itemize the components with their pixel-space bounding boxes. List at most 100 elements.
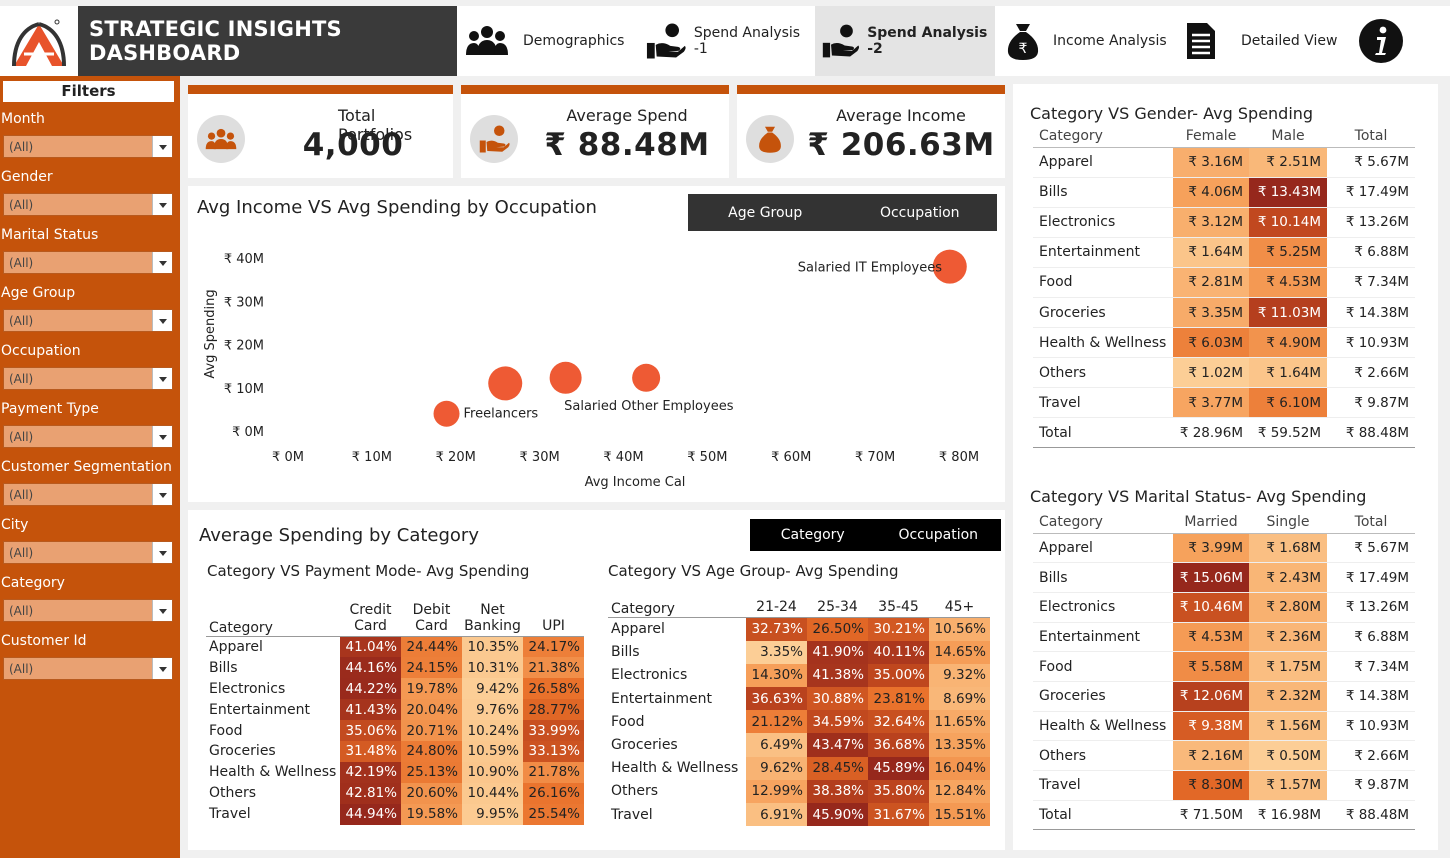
heat-cell: 10.56%: [929, 617, 990, 641]
table-row: Others 42.81% 20.60% 10.44% 26.16%: [206, 782, 584, 804]
heat-cell: 20.60%: [401, 782, 462, 804]
heat-cell: 31.48%: [340, 740, 401, 762]
filter-select[interactable]: (All): [3, 135, 173, 158]
y-tick-label: ₹ 10M: [224, 382, 264, 397]
column-header: Total: [1354, 128, 1388, 145]
column-header-line: Card: [415, 618, 448, 634]
filter-select[interactable]: (All): [3, 251, 173, 274]
heat-cell: 15.51%: [929, 803, 990, 827]
row-category: Total: [1039, 807, 1072, 824]
row-category: Entertainment: [1039, 244, 1141, 261]
scatter-chart: ₹ 0M ₹ 10M ₹ 20M ₹ 30M ₹ 40M ₹ 50M ₹ 60M ₹ 70M ₹…: [203, 249, 979, 490]
tab-income-analysis[interactable]: ₹ Income Analysis: [995, 6, 1175, 76]
heat-cell: 41.04%: [340, 636, 401, 658]
total-cell: ₹ 10.93M: [1345, 334, 1409, 351]
filter-select[interactable]: (All): [3, 425, 173, 448]
filter-select[interactable]: (All): [3, 483, 173, 506]
column-header-line: Card: [354, 618, 387, 634]
table-row: Health & Wellness 42.19% 25.13% 10.90% 21.78…: [206, 761, 584, 783]
chevron-down-icon[interactable]: [152, 542, 172, 563]
row-category: Others: [209, 785, 257, 802]
column-header: Credit Card: [340, 602, 401, 637]
tab-detailed-view[interactable]: Detailed View: [1175, 6, 1350, 76]
filter-select[interactable]: (All): [3, 541, 173, 564]
chevron-down-icon[interactable]: [152, 658, 172, 679]
scatter-point: [932, 249, 967, 284]
chevron-down-icon[interactable]: [152, 310, 172, 331]
table-row: Entertainment 36.63% 30.88% 23.81% 8.69%: [608, 687, 990, 711]
kpi-label: Average Income: [836, 106, 966, 125]
total-cell: ₹ 14.38M: [1345, 304, 1409, 321]
brand-logo: [0, 6, 78, 76]
filters-title: Filters: [3, 81, 174, 102]
filter-value: (All): [9, 546, 34, 560]
filter-value: (All): [9, 662, 34, 676]
row-category: Travel: [1039, 394, 1081, 411]
heat-cell: 33.99%: [523, 720, 584, 741]
point-label: Salaried Other Employees: [564, 399, 734, 414]
hand-coin-icon: [470, 115, 518, 163]
heat-cell: 38.38%: [807, 779, 868, 803]
total-cell: ₹ 17.49M: [1345, 569, 1409, 586]
chevron-down-icon[interactable]: [152, 252, 172, 273]
heat-cell: 9.42%: [462, 678, 523, 700]
x-axis-label: Avg Income Cal: [585, 475, 686, 490]
table-row: Bills 3.35% 41.90% 40.11% 14.65%: [608, 640, 990, 664]
tab-demographics[interactable]: Demographics: [457, 6, 635, 76]
column-header: Category: [611, 601, 675, 617]
table-row: Electronics 44.22% 19.78% 9.42% 26.58%: [206, 678, 584, 700]
tab-label: Demographics: [523, 33, 625, 49]
heat-cell: 13.35%: [929, 733, 990, 757]
heat-cell: 9.76%: [462, 699, 523, 721]
heat-cell: ₹ 9.38M: [1173, 711, 1249, 741]
table-row: Electronics 14.30% 41.38% 35.00% 9.32%: [608, 663, 990, 688]
table-row: Bills ₹ 15.06M ₹ 2.43M ₹ 17.49M: [1033, 562, 1415, 593]
tab-label: Spend Analysis -1: [693, 25, 801, 57]
toggle-age-group[interactable]: Age Group: [728, 204, 803, 221]
filter-select[interactable]: (All): [3, 367, 173, 390]
filter-select[interactable]: (All): [3, 309, 173, 332]
heat-cell: ₹ 3.12M: [1173, 207, 1249, 238]
chevron-down-icon[interactable]: [152, 600, 172, 621]
row-category: Groceries: [1039, 688, 1106, 705]
column-header: Category: [1039, 514, 1103, 531]
row-category: Food: [209, 722, 243, 739]
document-icon: [1187, 23, 1215, 59]
heat-cell: 25.13%: [401, 761, 462, 783]
toggle-category[interactable]: Category: [780, 527, 845, 543]
total-cell: ₹ 59.52M: [1257, 424, 1321, 441]
toggle-occupation[interactable]: Occupation: [898, 527, 979, 543]
total-cell: ₹ 9.87M: [1354, 777, 1409, 794]
heat-cell: 3.35%: [746, 640, 807, 664]
svg-text:₹: ₹: [1019, 41, 1028, 57]
filter-select[interactable]: (All): [3, 193, 173, 216]
filter-value: (All): [9, 604, 34, 618]
heat-cell: 26.58%: [523, 678, 584, 700]
filter-label: Customer Segmentation: [1, 459, 172, 475]
column-header: Male: [1271, 128, 1305, 145]
row-category: Others: [1039, 364, 1087, 381]
heat-cell: ₹ 15.06M: [1173, 562, 1249, 593]
filter-select[interactable]: (All): [3, 599, 173, 622]
heat-cell: ₹ 5.25M: [1249, 237, 1327, 268]
heat-cell: 6.49%: [746, 733, 807, 757]
row-category: Entertainment: [1039, 628, 1141, 645]
heat-cell: ₹ 3.35M: [1173, 297, 1249, 328]
toggle-occupation[interactable]: Occupation: [879, 204, 960, 221]
total-row: Total ₹ 28.96M ₹ 59.52M ₹ 88.48M: [1033, 417, 1415, 448]
total-cell: ₹ 7.34M: [1354, 658, 1409, 675]
tab-spend-analysis-2[interactable]: Spend Analysis -2: [815, 6, 995, 76]
filter-label: Marital Status: [1, 227, 99, 243]
filter-select[interactable]: (All): [3, 657, 173, 680]
column-header-line: Net: [480, 602, 505, 618]
info-button[interactable]: [1350, 6, 1450, 76]
chevron-down-icon[interactable]: [152, 136, 172, 157]
chevron-down-icon[interactable]: [152, 368, 172, 389]
chevron-down-icon[interactable]: [152, 426, 172, 447]
tab-spend-analysis-1[interactable]: Spend Analysis -1: [635, 6, 815, 76]
chevron-down-icon[interactable]: [152, 484, 172, 505]
chevron-down-icon[interactable]: [152, 194, 172, 215]
total-cell: ₹ 7.34M: [1354, 274, 1409, 291]
heat-cell: 42.81%: [340, 782, 401, 804]
filter-value: (All): [9, 256, 34, 270]
